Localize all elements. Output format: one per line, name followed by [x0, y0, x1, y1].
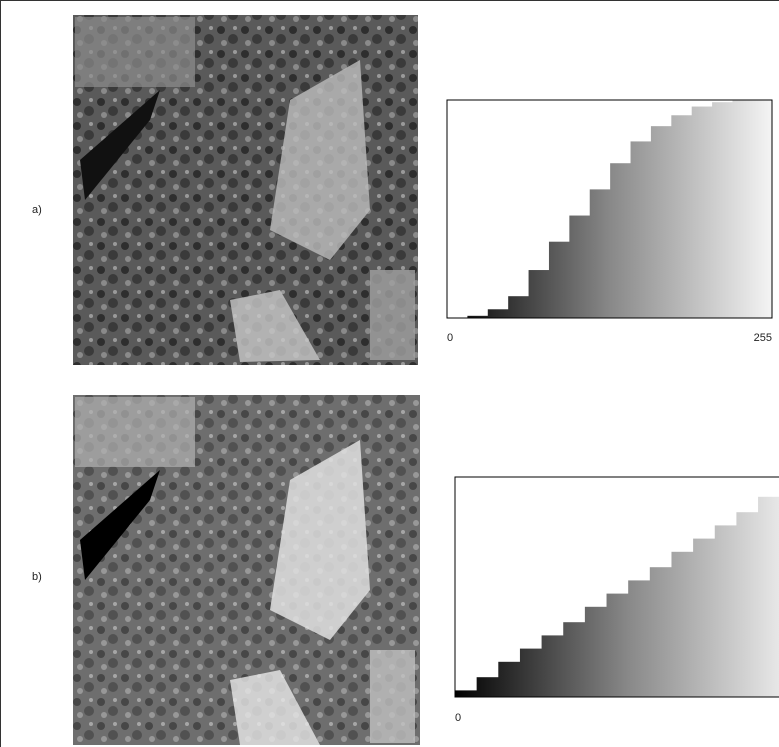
x-tick-label: 0 [455, 712, 461, 724]
cumulative-bar [715, 525, 737, 697]
cumulative-bar [455, 690, 477, 697]
cumulative-bar [607, 594, 629, 697]
cumulative-bar [498, 662, 520, 697]
cumulative-bar [520, 649, 542, 697]
page: {"panels": [ {"label": "a)", "histogram"… [0, 0, 779, 747]
cumulative-bar [693, 539, 715, 697]
cumulative-bar [569, 216, 590, 318]
cumulative-bar [628, 580, 650, 697]
cumulative-bar [529, 270, 550, 318]
cumulative-bar [753, 100, 773, 318]
equalized-image [73, 395, 420, 745]
cumulative-bar [549, 242, 570, 318]
cumulative-bar [477, 677, 499, 697]
cumulative-bar [651, 126, 672, 318]
cumulative-bar [542, 635, 564, 697]
panel-label: a) [32, 204, 42, 216]
cumulative-bar [736, 512, 758, 697]
figure: a)0255b)0255 [0, 0, 779, 747]
panel-label: b) [32, 571, 42, 583]
cumulative-bar [732, 100, 753, 318]
cumulative-bar [671, 552, 693, 697]
cumulative-bar [488, 309, 509, 318]
cumulative-bar [508, 296, 529, 318]
cumulative-bar [590, 189, 611, 318]
cumulative-bar [692, 107, 713, 318]
x-tick-label: 255 [754, 332, 772, 344]
cumulative-bar [563, 622, 585, 697]
aerial-image [73, 15, 418, 365]
x-tick-label: 0 [447, 332, 453, 344]
cumulative-bar [650, 567, 672, 697]
cumulative-bar [671, 115, 692, 318]
cumulative-bar [631, 141, 652, 318]
cumulative-bar [585, 607, 607, 697]
cumulative-bar [758, 497, 779, 697]
cumulative-bar [610, 163, 631, 318]
cumulative-bar [712, 102, 733, 318]
